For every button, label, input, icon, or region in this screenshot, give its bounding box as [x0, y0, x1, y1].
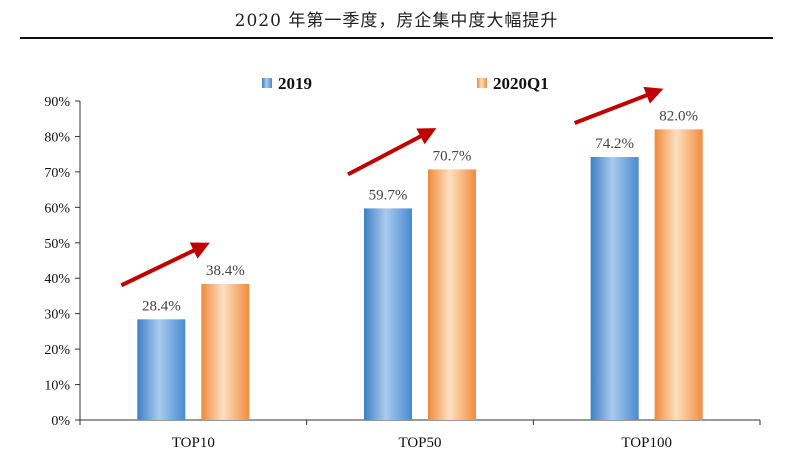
increase-arrow — [573, 86, 664, 125]
x-category-label: TOP50 — [398, 435, 441, 451]
y-tick-label: 50% — [44, 237, 70, 252]
bar-2019-top10 — [137, 319, 186, 420]
bar-2020q1-top10 — [201, 283, 250, 420]
chart-title: 2020 年第一季度，房企集中度大幅提升 — [234, 11, 559, 31]
bar-2020q1-top50 — [428, 169, 476, 420]
y-tick-label: 90% — [44, 95, 70, 110]
y-tick-label: 10% — [44, 379, 70, 394]
x-category-label: TOP100 — [621, 435, 672, 451]
y-tick-label: 70% — [44, 166, 70, 181]
increase-arrow — [120, 242, 210, 288]
legend-label-2019: 2019 — [278, 74, 312, 93]
data-label: 59.7% — [369, 187, 408, 203]
data-label: 74.2% — [595, 136, 634, 152]
data-label: 38.4% — [206, 263, 245, 279]
y-tick-label: 40% — [44, 272, 70, 287]
y-tick-label: 60% — [44, 201, 70, 216]
title-divider — [20, 37, 773, 39]
y-tick-label: 80% — [44, 130, 70, 145]
bar-2020q1-top100 — [654, 129, 703, 420]
data-label: 28.4% — [142, 298, 181, 314]
bar-2019-top100 — [590, 157, 639, 420]
legend-swatch-2020q1 — [477, 78, 487, 88]
y-tick-label: 20% — [44, 343, 70, 358]
legend-label-2020q1: 2020Q1 — [493, 74, 549, 93]
increase-arrow — [347, 128, 437, 177]
y-tick-label: 30% — [44, 308, 70, 323]
data-label: 70.7% — [433, 148, 472, 164]
legend-swatch-2019 — [262, 78, 272, 88]
y-tick-label: 0% — [51, 414, 70, 429]
bar-2019-top50 — [364, 208, 412, 420]
data-label: 82.0% — [659, 108, 698, 124]
x-category-label: TOP10 — [172, 435, 215, 451]
